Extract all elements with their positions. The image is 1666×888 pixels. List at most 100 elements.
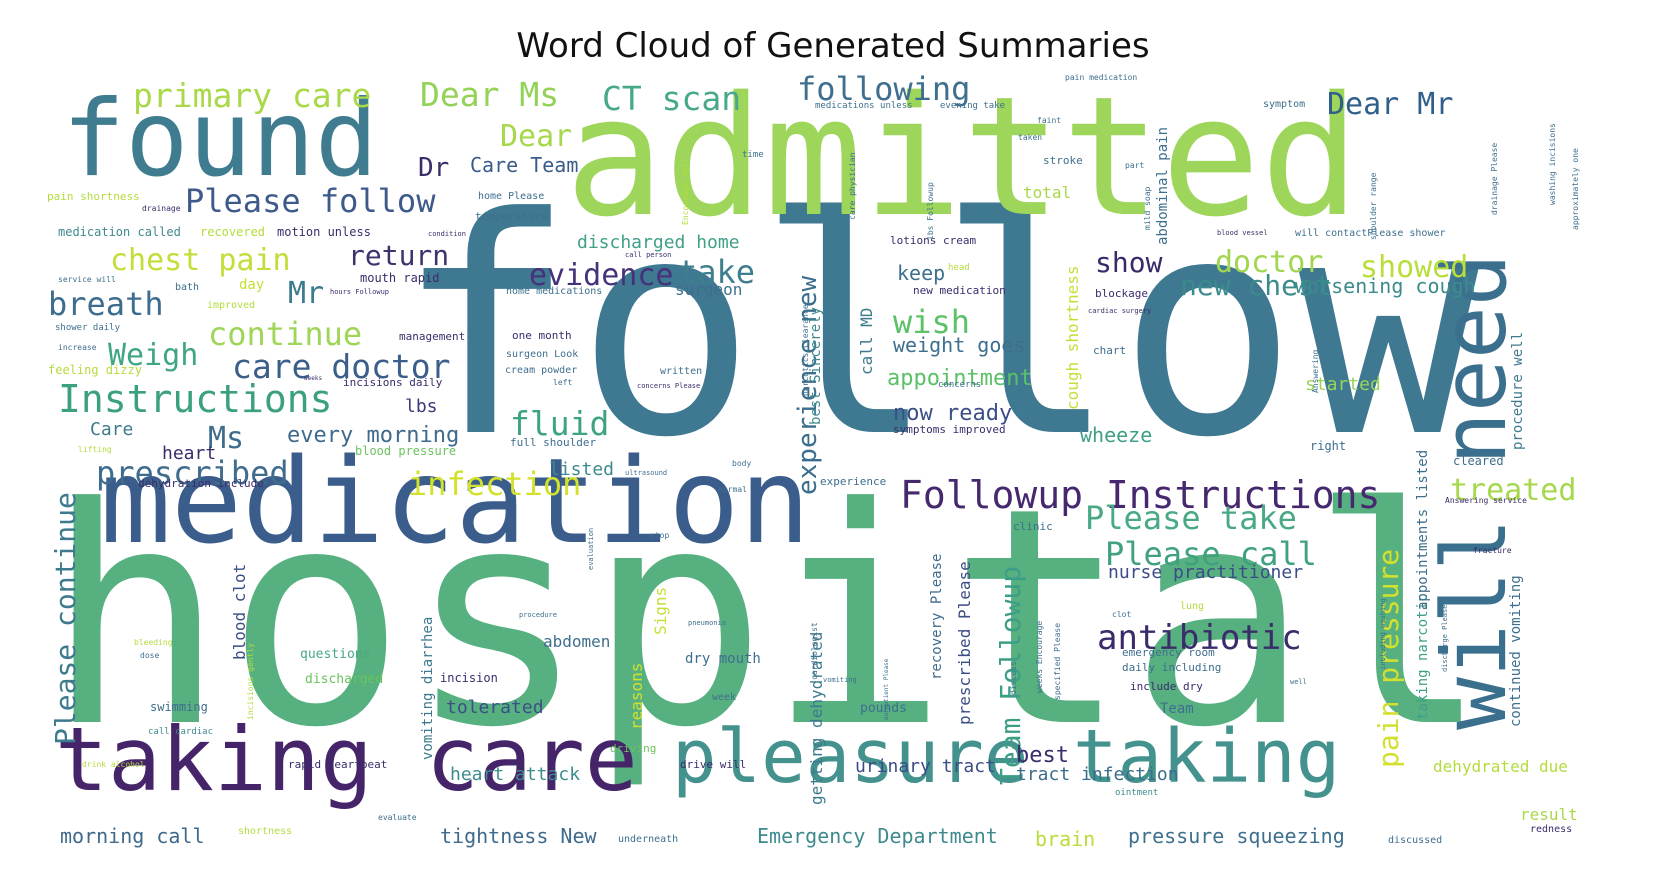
cloud-word: questions [300, 647, 370, 662]
cloud-word: time [742, 150, 764, 160]
cloud-word: pleasure taking [672, 714, 1340, 800]
cloud-word: discuss [1009, 661, 1018, 695]
cloud-word: call MD [857, 308, 876, 375]
cloud-word: brain [1035, 827, 1095, 851]
cloud-word: tolerated [446, 697, 544, 718]
cloud-word: including washing [1379, 598, 1387, 670]
cloud-word: blood vessel [1217, 229, 1268, 237]
cloud-word: procedure well [1510, 332, 1526, 450]
cloud-word: medication called [58, 225, 181, 239]
cloud-word: blood pressure [355, 444, 456, 458]
cloud-word: surgeon [675, 280, 742, 299]
cloud-word: blockage [1095, 287, 1148, 300]
cloud-word: lbs [405, 396, 438, 417]
cloud-word: bleeding [134, 638, 173, 647]
cloud-word: nurse practitioner [1108, 562, 1303, 583]
cloud-word: washing incisions [1548, 123, 1557, 205]
cloud-word: appointments listed [1415, 450, 1431, 610]
cloud-word: best Sincerely [808, 307, 824, 425]
cloud-word: antibiotic [1097, 618, 1302, 658]
cloud-word: continued vomiting [1508, 575, 1524, 727]
cloud-word: hours Followup [330, 288, 389, 296]
cloud-word: take [678, 253, 755, 291]
cloud-word: Please continue [49, 492, 82, 745]
cloud-word: full shoulder [510, 436, 596, 449]
cloud-word: tract infection [1016, 764, 1179, 785]
cloud-word: body [732, 459, 751, 468]
cloud-word: wheeze [1080, 423, 1152, 447]
cloud-word: shortness [238, 826, 292, 837]
cloud-word: follow [395, 154, 1481, 503]
cloud-word: chest pain [110, 243, 291, 278]
cloud-word: Dear [500, 119, 572, 154]
cloud-word: head [948, 263, 970, 273]
cloud-word: ointment [1115, 788, 1158, 798]
cloud-word: evaluate [378, 813, 417, 822]
cloud-word: weight goes [893, 333, 1025, 357]
cloud-word: evidence [529, 258, 674, 293]
cloud-word: mouth rapid [360, 271, 439, 285]
cloud-word: one month [512, 329, 572, 342]
cloud-word: clinic [1013, 520, 1053, 533]
cloud-word: Dear Mr [1327, 87, 1453, 122]
cloud-word: dry mouth [685, 651, 761, 667]
cloud-word: day [239, 277, 264, 293]
cloud-word: wish [893, 303, 970, 341]
cloud-word: Mr [288, 276, 324, 311]
cloud-word: total [1023, 183, 1071, 202]
cloud-word: Team [1160, 701, 1194, 717]
cloud-word: stroke [1043, 154, 1083, 167]
cloud-word: incisions gently [246, 643, 255, 720]
cloud-word: Dear Ms [420, 75, 559, 114]
cloud-word: chart [1093, 344, 1126, 357]
cloud-word: taking narcotic [1415, 594, 1431, 720]
cloud-word: pounds [860, 701, 907, 716]
cloud-word: blood clot [230, 564, 249, 660]
cloud-word: evaluation [587, 528, 595, 570]
cloud-word: swimming [150, 700, 208, 714]
cloud-word: redness [1530, 824, 1572, 835]
cloud-word: admitted [565, 61, 1360, 253]
cloud-word: drive will [680, 758, 746, 771]
cloud-word: morning call [60, 824, 205, 848]
cloud-word: Care Team [470, 153, 578, 177]
cloud-word: dehydrated due [1433, 757, 1568, 776]
cloud-word: worsening cough [1295, 274, 1476, 298]
cloud-word: Dr [418, 153, 449, 183]
cloud-word: underneath [618, 834, 678, 845]
cloud-word: best [1016, 743, 1069, 768]
cloud-word: left [553, 378, 572, 387]
cloud-word: vomiting diarrhea [420, 617, 436, 760]
cloud-word: breath [48, 285, 164, 323]
cloud-word: well [1290, 678, 1307, 686]
cloud-word: Please call [1105, 535, 1317, 573]
cloud-word: Followup Instructions [900, 473, 1380, 517]
cloud-word: home medications [506, 286, 602, 297]
cloud-word: care physician [848, 152, 857, 220]
cloud-word: incisions daily [343, 376, 443, 389]
cloud-word: feeling dizzy [48, 363, 142, 377]
cloud-word: hospital [45, 444, 1490, 793]
cloud-word: vomiting [823, 676, 857, 684]
cloud-word: drink alcohol [82, 760, 145, 769]
cloud-word: prescribed [96, 454, 289, 492]
cloud-word: dehydration include [138, 477, 264, 490]
cloud-word: specified Please [1053, 623, 1062, 700]
cloud-word: lotions cream [890, 234, 976, 247]
cloud-word: daily including [1122, 661, 1221, 674]
cloud-word: urinary tract [855, 756, 996, 777]
cloud-word: listed [549, 459, 614, 480]
cloud-word: Emergency Department [757, 824, 998, 848]
cloud-word: taking care [55, 708, 638, 811]
cloud-word: now ready [893, 401, 1012, 426]
cloud-word: taken [1018, 133, 1042, 142]
cloud-word: heart [162, 443, 216, 464]
cloud-word: following [797, 70, 970, 108]
cloud-word: Instructions [58, 377, 333, 421]
cloud-word: pneumonia [688, 619, 726, 627]
cloud-word: Answering service [1445, 496, 1527, 505]
cloud-word: primary care [133, 76, 371, 115]
cloud-word: cleared [1453, 454, 1504, 468]
cloud-word: fracture [1473, 546, 1512, 555]
cloud-word: medications unless [815, 101, 913, 111]
